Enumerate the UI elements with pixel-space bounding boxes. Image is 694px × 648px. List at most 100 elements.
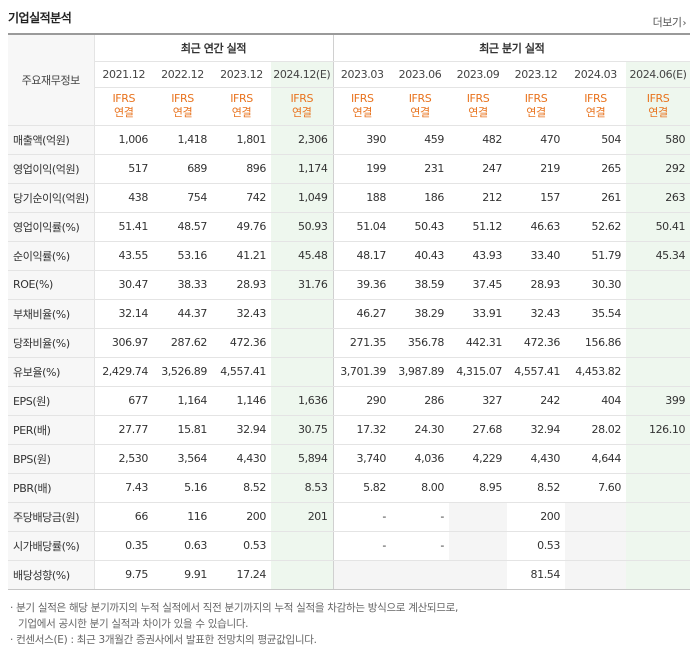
more-link[interactable]: 더보기›	[652, 14, 687, 30]
footnote-1: · 분기 실적은 해당 분기까지의 누적 실적에서 직전 분기까지의 누적 실적…	[10, 602, 459, 614]
table-cell	[449, 501, 507, 532]
ifrs-label: IFRS	[171, 92, 194, 105]
table-cell: 50.43	[391, 211, 449, 242]
table-cell	[565, 560, 626, 590]
table-cell: 200	[212, 501, 271, 532]
table-cell: 3,701.39	[332, 357, 391, 387]
table-cell	[626, 328, 691, 358]
table-cell: 32.94	[212, 415, 271, 445]
row-label: PBR(배)	[8, 473, 95, 503]
table-cell: 4,557.41	[507, 357, 565, 387]
table-cell: 199	[332, 154, 391, 184]
table-row: 당기순이익(억원) 438 754 742 1,049 188 186 212 157 261 26…	[8, 183, 691, 213]
table-cell: 32.14	[94, 299, 153, 329]
table-cell: 212	[449, 183, 507, 213]
table-cell: 4,315.07	[449, 357, 507, 387]
table-cell: 200	[507, 501, 565, 532]
table-cell: 470	[507, 124, 565, 155]
ifrs-label: IFRS	[584, 92, 607, 105]
table-cell: 399	[626, 385, 691, 416]
table-cell: 43.93	[449, 241, 507, 271]
table-cell: 53.16	[153, 241, 212, 271]
annual-group-header: 최근 연간 실적	[94, 33, 333, 62]
table-cell: 7.60	[565, 473, 626, 503]
table-cell: 1,174	[271, 154, 333, 184]
period-header: 2022.12	[153, 61, 212, 88]
basis-label: 연결	[468, 106, 488, 119]
ifrs-header: IFRS 연결	[507, 87, 565, 126]
row-label: 배당성향(%)	[8, 560, 95, 590]
table-cell: 2,429.74	[94, 357, 153, 387]
table-cell: 156.86	[565, 328, 626, 358]
table-cell: 4,036	[391, 444, 449, 474]
period-header: 2023.12	[507, 61, 565, 88]
table-cell: 263	[626, 183, 691, 213]
table-cell: 242	[507, 385, 565, 416]
table-cell: 689	[153, 154, 212, 184]
table-cell: 4,644	[565, 444, 626, 474]
table-cell: 265	[565, 154, 626, 184]
table-cell	[626, 444, 691, 474]
table-cell	[626, 560, 691, 590]
table-cell: 4,557.41	[212, 357, 271, 387]
table-cell: 45.34	[626, 241, 691, 271]
table-cell: 3,987.89	[391, 357, 449, 387]
ifrs-header: IFRS 연결	[626, 87, 691, 126]
table-cell: 39.36	[332, 270, 391, 300]
table-cell: 27.77	[94, 415, 153, 445]
ifrs-label: IFRS	[408, 92, 432, 105]
table-cell: 116	[153, 501, 212, 532]
table-cell: -	[391, 531, 449, 561]
table-cell: 4,229	[449, 444, 507, 474]
table-cell: 8.95	[449, 473, 507, 503]
footnote-2: · 컨센서스(E) : 최근 3개월간 증권사에서 발표한 전망치의 평균값입니…	[10, 634, 317, 646]
ifrs-header: IFRS 연결	[449, 87, 507, 126]
table-cell: 41.21	[212, 241, 271, 271]
table-cell: 0.53	[507, 531, 565, 561]
table-cell: 442.31	[449, 328, 507, 358]
table-cell: 46.27	[332, 299, 391, 329]
ifrs-label: IFRS	[524, 92, 548, 105]
row-label: BPS(원)	[8, 444, 95, 474]
table-cell: 32.43	[507, 299, 565, 329]
more-label: 더보기	[652, 16, 682, 29]
ifrs-header: IFRS 연결	[212, 87, 271, 126]
table-cell: 30.47	[94, 270, 153, 300]
section-title: 기업실적분석	[8, 11, 72, 25]
table-cell: 188	[332, 183, 391, 213]
table-cell: 0.63	[153, 531, 212, 561]
table-cell: 15.81	[153, 415, 212, 445]
table-cell: 271.35	[332, 328, 391, 358]
ifrs-header: IFRS 연결	[94, 87, 153, 126]
table-cell: 3,564	[153, 444, 212, 474]
ifrs-header: IFRS 연결	[565, 87, 626, 126]
table-cell: 51.41	[94, 211, 153, 242]
table-cell: 46.63	[507, 211, 565, 242]
table-cell: 327	[449, 385, 507, 416]
table-cell: 28.93	[507, 270, 565, 300]
ifrs-label: IFRS	[350, 92, 374, 105]
table-cell: 1,006	[94, 124, 153, 155]
row-label: 순이익률(%)	[8, 241, 95, 271]
table-cell: 51.04	[332, 211, 391, 242]
table-cell: 356.78	[391, 328, 449, 358]
table-cell: 50.93	[271, 211, 333, 242]
table-cell	[449, 560, 507, 590]
table-cell: 0.35	[94, 531, 153, 561]
table-cell	[391, 560, 449, 590]
table-row: 부채비율(%) 32.14 44.37 32.43 46.27 38.29 33.91 32.…	[8, 299, 691, 329]
table-cell	[565, 531, 626, 561]
table-cell: 3,526.89	[153, 357, 212, 387]
table-cell: 8.00	[391, 473, 449, 503]
table-cell	[271, 560, 333, 590]
table-cell: 157	[507, 183, 565, 213]
table-cell: 45.48	[271, 241, 333, 271]
row-label: 영업이익(억원)	[8, 154, 95, 184]
table-cell	[271, 299, 333, 329]
table-cell: 51.12	[449, 211, 507, 242]
ifrs-header: IFRS 연결	[271, 87, 333, 126]
table-cell	[626, 531, 691, 561]
table-cell: 5.82	[332, 473, 391, 503]
table-cell: 201	[271, 501, 333, 532]
period-header: 2023.03	[332, 61, 391, 88]
